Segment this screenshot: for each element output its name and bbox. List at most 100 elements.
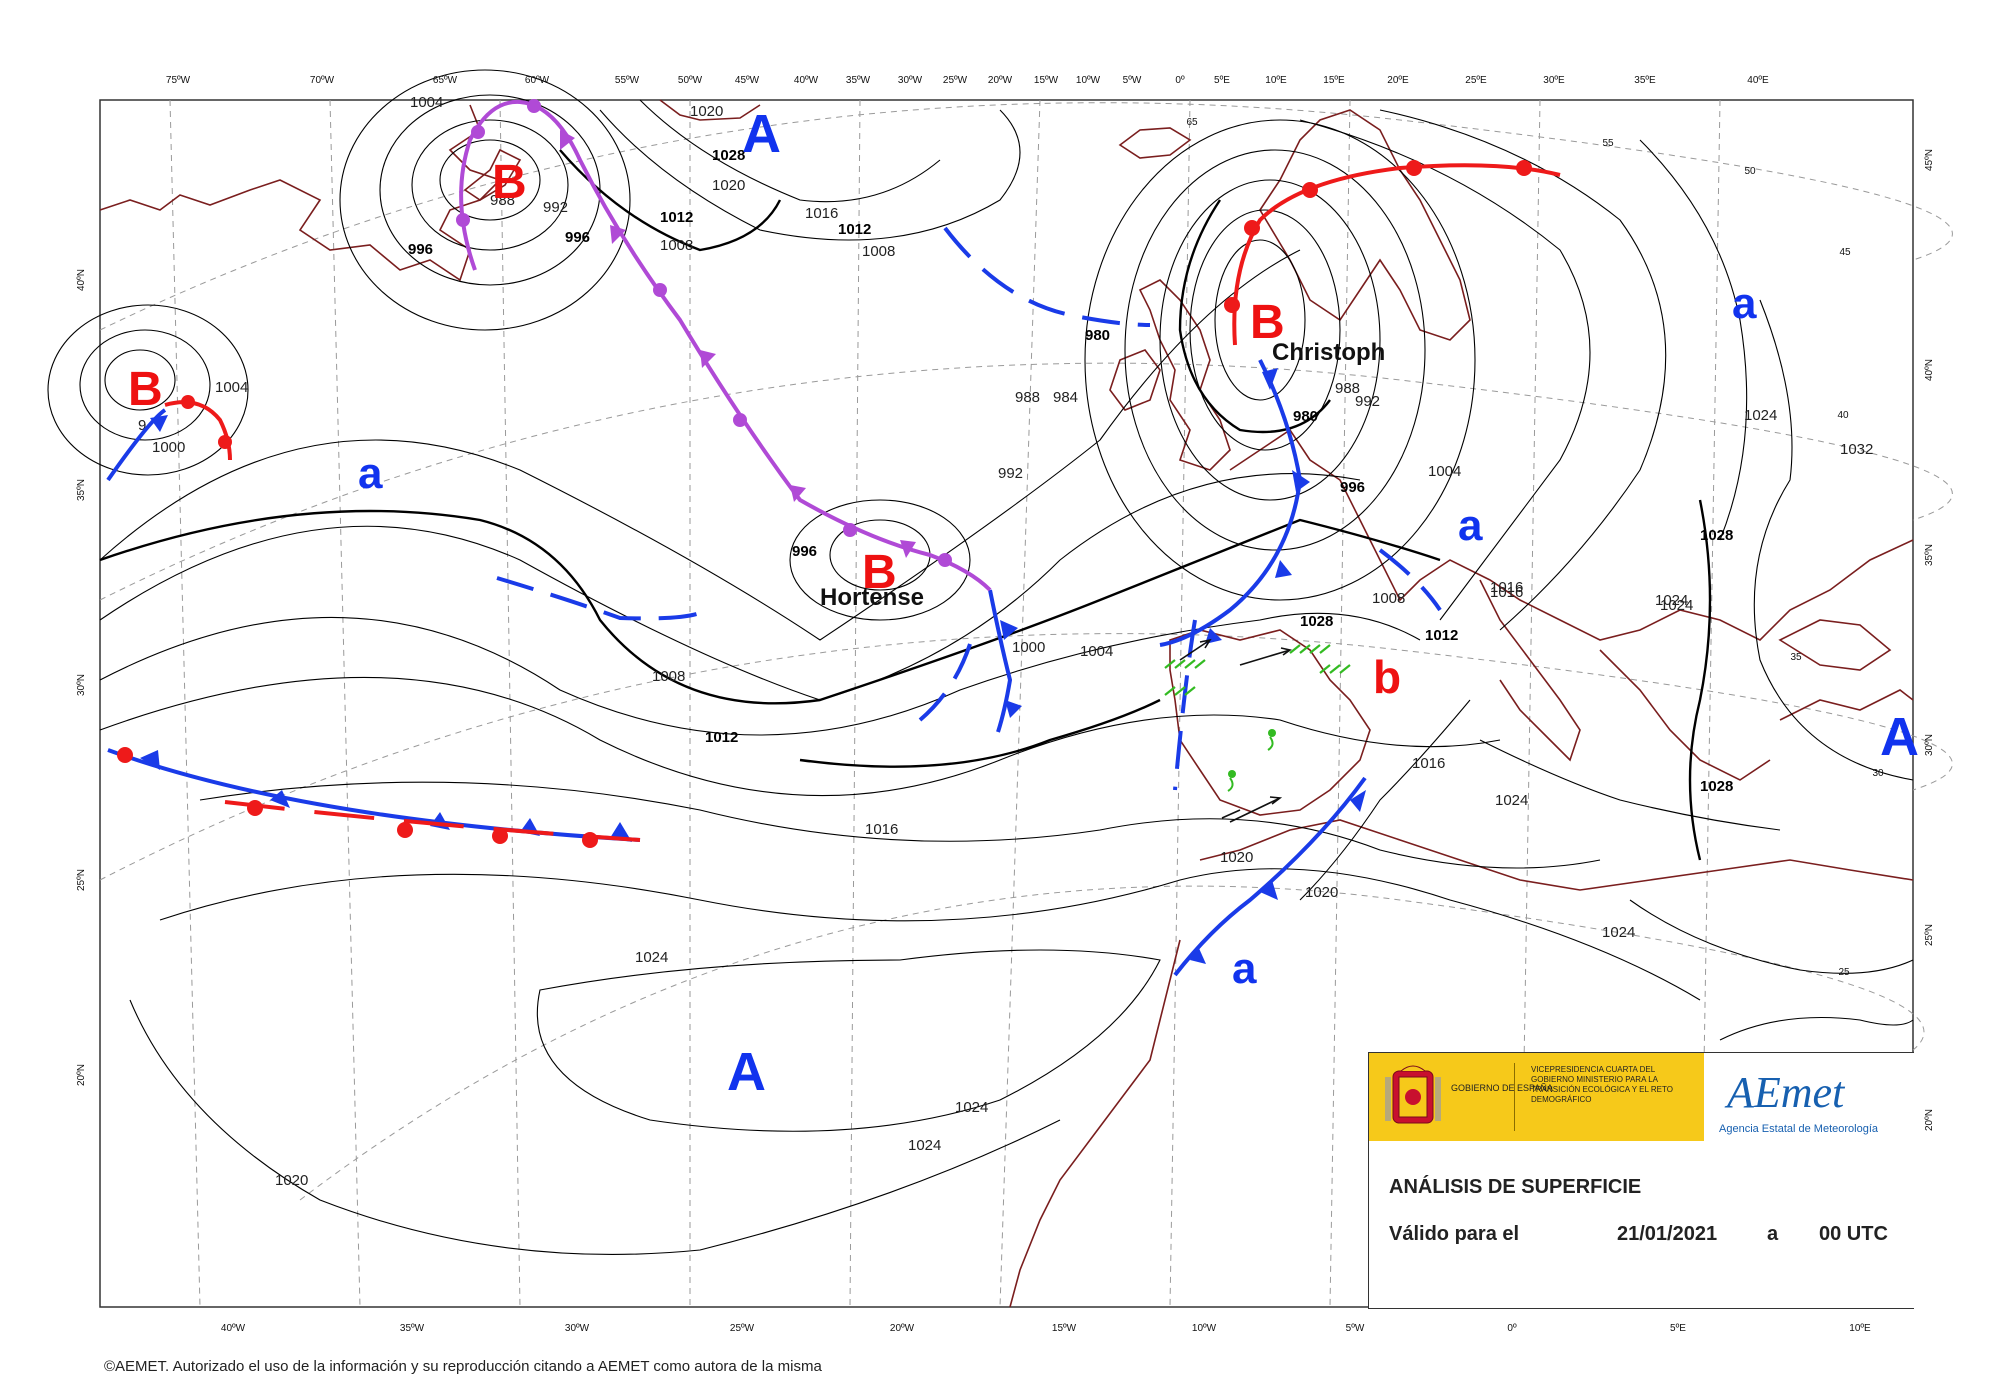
warm-front-christoph: [1232, 163, 1561, 346]
storm-name-hortense: Hortense: [820, 584, 924, 611]
isobar-label: 988: [490, 192, 515, 209]
government-logo: GOBIERNO DE ESPAÑA VICEPRESIDENCIA CUART…: [1369, 1053, 1704, 1141]
isobar-label: 1020: [1305, 884, 1338, 901]
isobar-label: 1012: [660, 209, 693, 226]
tick-label: 5ºE: [1214, 75, 1230, 86]
tick-label: 40ºE: [1747, 75, 1769, 86]
tick-label: 30ºW: [565, 1323, 590, 1334]
tick-label: 35ºN: [76, 479, 87, 501]
isobar-label: 996: [792, 543, 817, 560]
isobar-label: 9: [138, 417, 146, 434]
coat-of-arms-icon: [1385, 1065, 1441, 1124]
government-name: GOBIERNO DE ESPAÑA: [1451, 1083, 1553, 1093]
isobars: [47, 69, 1914, 1255]
high-center-med-small: a: [1458, 501, 1483, 550]
tick-label: 35ºE: [1634, 75, 1656, 86]
high-center-east: A: [1880, 707, 1919, 767]
tick-label: 35ºW: [400, 1323, 425, 1334]
isobar-label: 1020: [690, 103, 723, 120]
isobar-label: 1024: [908, 1137, 941, 1154]
isobar-label: 1032: [1840, 441, 1873, 458]
black-sea-coast: [1778, 619, 1892, 671]
isobar-label: 1012: [705, 729, 738, 746]
tick-label: 10ºE: [1265, 75, 1287, 86]
newfoundland-coast: [463, 148, 522, 201]
isobar-label: 1004: [215, 379, 248, 396]
isobar-label: 1012: [838, 221, 871, 238]
isobar-label: 984: [1053, 389, 1078, 406]
tick-label: 40ºW: [221, 1323, 246, 1334]
aemet-agency-name: Agencia Estatal de Meteorología: [1719, 1123, 1878, 1135]
valid-time: 00 UTC: [1819, 1223, 1888, 1245]
tick-label: 25ºN: [1924, 924, 1935, 946]
isobar-label: 1016: [805, 205, 838, 222]
tick-label: 20ºW: [890, 1323, 915, 1334]
low-center-iberia-small: b: [1373, 651, 1401, 703]
valid-at: a: [1767, 1223, 1779, 1245]
isobar-label: 1008: [1372, 590, 1405, 607]
isobar-label: 996: [408, 241, 433, 258]
europe-coast: [1229, 428, 1914, 641]
tick-label: 15ºW: [1052, 1323, 1077, 1334]
tick-label: 55ºW: [615, 75, 640, 86]
aemet-logo: AEmet Agencia Estatal de Meteorología: [1707, 1053, 1912, 1141]
warm-front-bumps: [117, 160, 1532, 848]
tick-label: 75ºW: [166, 75, 191, 86]
tick-label: 45ºN: [1924, 149, 1935, 171]
tick-label: 50ºW: [678, 75, 703, 86]
tick-label: 15ºE: [1323, 75, 1345, 86]
valid-date: 21/01/2021: [1617, 1223, 1718, 1245]
bottom-lon-labels: 40ºW 35ºW 30ºW 25ºW 20ºW 15ºW 10ºW 5ºW 0º 5ºE 10ºE: [221, 1323, 1871, 1334]
isobar-label: 1028: [1700, 527, 1733, 544]
high-center-europe-small: a: [1732, 279, 1757, 328]
isobar-label: 992: [998, 465, 1023, 482]
isobar-labels: 1004 1020 1028 1020 1016 1012 1012 1008 …: [138, 94, 1873, 1189]
isobar-label: 1020: [1220, 849, 1253, 866]
tick-label: 55: [1602, 138, 1614, 149]
tick-label: 30ºN: [76, 674, 87, 696]
tick-label: 10ºE: [1849, 1323, 1871, 1334]
isobar-label: 1024: [635, 949, 668, 966]
tick-label: 25ºW: [730, 1323, 755, 1334]
inner-lat-labels: 65 55 50 45 40 35 30 25: [1186, 117, 1884, 978]
tick-label: 40ºN: [76, 269, 87, 291]
isobar-label: 1004: [1080, 643, 1113, 660]
isobar-label: 1016: [1490, 579, 1523, 596]
north-america-coast: [99, 104, 502, 282]
tick-label: 5ºE: [1670, 1323, 1686, 1334]
chart-title: ANÁLISIS DE SUPERFICIE: [1389, 1176, 1642, 1198]
west-africa-coast: [1009, 939, 1181, 1308]
isobar-label: 988: [1015, 389, 1040, 406]
troughs: [496, 226, 1442, 791]
tick-label: 35ºN: [1924, 544, 1935, 566]
low-center-christoph: B: [1250, 296, 1285, 349]
isobar-label: 988: [1335, 380, 1360, 397]
tick-label: 40ºN: [1924, 359, 1935, 381]
isobar-label: 1028: [712, 147, 745, 164]
tick-label: 5ºW: [1123, 75, 1142, 86]
isobar-label: 1008: [652, 668, 685, 685]
coastlines: [99, 99, 1914, 1308]
copyright-notice: ©AEMET. Autorizado el uso de la informac…: [104, 1358, 822, 1375]
isobar-label: 1024: [1495, 792, 1528, 809]
turkey-coast: [1779, 689, 1914, 721]
cold-front-west: [106, 408, 167, 482]
wind-arrows: [1179, 638, 1292, 823]
info-box: GOBIERNO DE ESPAÑA VICEPRESIDENCIA CUART…: [1368, 1052, 1914, 1309]
tick-label: 50: [1744, 166, 1756, 177]
right-lat-labels: 45ºN 40ºN 35ºN 30ºN 25ºN 20ºN: [1924, 149, 1935, 1131]
storm-name-christoph: Christoph: [1272, 339, 1385, 366]
tick-label: 10ºW: [1076, 75, 1101, 86]
balkans-coast: [1599, 649, 1771, 781]
precipitation-symbols: [1164, 644, 1351, 696]
isobar-label: 1008: [862, 243, 895, 260]
tick-label: 45: [1839, 247, 1851, 258]
tick-label: 30: [1872, 768, 1884, 779]
tick-label: 0º: [1175, 75, 1185, 86]
iceland-coast: [1118, 127, 1192, 159]
tick-label: 70ºW: [310, 75, 335, 86]
low-center-west: B: [128, 363, 163, 416]
low-center-newfoundland: B: [492, 156, 527, 209]
isobar-label: 996: [565, 229, 590, 246]
